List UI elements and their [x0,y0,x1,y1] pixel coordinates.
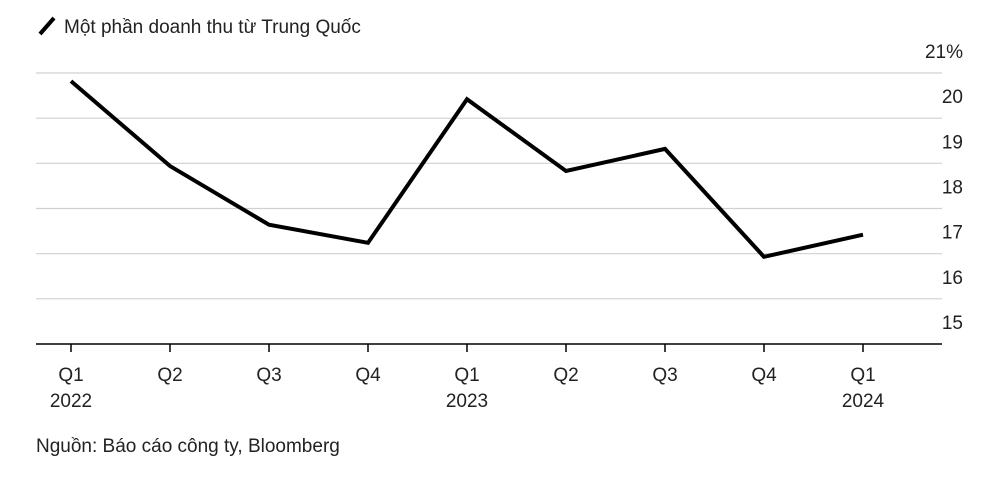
y-tick-label: 17 [942,223,963,244]
x-tick-label: Q2 [553,365,578,386]
source-note: Nguồn: Báo cáo công ty, Bloomberg [36,436,340,457]
y-tick-label: 19 [942,132,963,153]
x-year-label: 2022 [50,391,92,412]
y-tick-label: 21% [925,42,963,63]
legend-label: Một phần doanh thu từ Trung Quốc [64,17,361,38]
x-tick-label: Q1 [850,365,875,386]
x-year-label: 2024 [842,391,885,412]
x-tick-label: Q1 [58,365,83,386]
x-tick-label: Q4 [355,365,381,386]
x-tick-label: Q1 [454,365,479,386]
y-tick-label: 16 [942,268,963,289]
x-tick-label: Q3 [652,365,677,386]
data-line [69,79,864,260]
x-tick-label: Q3 [256,365,281,386]
legend-swatch [38,16,56,36]
x-year-label: 2023 [446,391,488,412]
x-tick-label: Q4 [751,365,777,386]
y-tick-label: 18 [942,178,963,199]
y-tick-label: 20 [942,87,963,108]
x-tick-label: Q2 [157,365,182,386]
y-tick-label: 15 [942,313,963,334]
